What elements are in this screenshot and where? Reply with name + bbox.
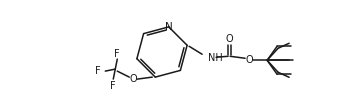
Text: F: F bbox=[96, 66, 101, 76]
Text: O: O bbox=[225, 34, 233, 44]
Text: F: F bbox=[115, 49, 120, 59]
Text: F: F bbox=[111, 81, 116, 91]
Text: O: O bbox=[130, 74, 137, 84]
Text: N: N bbox=[165, 22, 173, 32]
Text: O: O bbox=[245, 55, 253, 65]
Text: NH: NH bbox=[208, 53, 223, 63]
